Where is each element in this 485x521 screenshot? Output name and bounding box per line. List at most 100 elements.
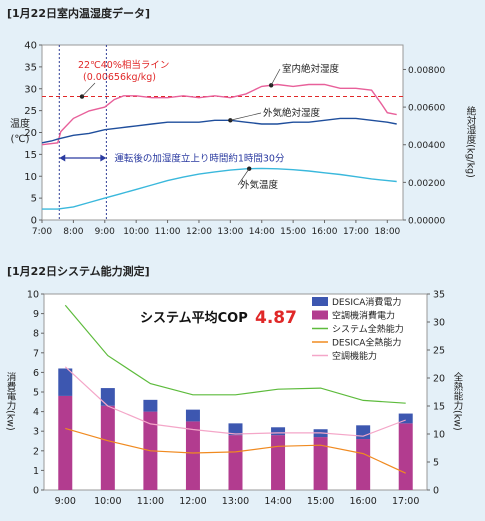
y-left-tick-label: 4: [33, 407, 39, 418]
y-left-tick-label: 25: [24, 106, 37, 117]
x-tick-label: 8:00: [63, 227, 83, 237]
x-tick-label: 18:00: [374, 227, 400, 237]
span-annotation-label: 運転後の加湿度立上り時間約1時間30分: [114, 153, 285, 165]
y-right-tick-label: 0.00200: [408, 179, 445, 189]
bar-desica-power: [398, 413, 413, 424]
bar-aircon-power: [313, 437, 328, 490]
series-line: [65, 427, 406, 474]
x-tick-label: 7:00: [32, 227, 52, 237]
y-left-tick-label: 1: [33, 466, 39, 477]
span-arrow-head-right: [100, 154, 107, 162]
series-line: [64, 304, 406, 404]
bottom-chart-title: [1月22日システム能力測定]: [7, 265, 150, 278]
y-left-tick-label: 5: [31, 194, 37, 205]
y-left-tick-label: 30: [24, 84, 37, 95]
bar-desica-power: [58, 368, 73, 396]
y-left-axis-unit: (℃): [10, 134, 29, 145]
reference-line-pointer: [81, 82, 96, 97]
x-tick-label: 13:00: [217, 227, 243, 237]
series-line: [41, 117, 397, 144]
y-right-tick-label: 0.00600: [408, 104, 445, 114]
legend-label: DESICA全熱能力: [332, 337, 401, 349]
y-right-tick-label: 0: [433, 486, 439, 497]
x-tick-label: 11:00: [155, 227, 181, 237]
bar-aircon-power: [228, 435, 243, 490]
x-tick-label: 10:00: [123, 227, 149, 237]
reference-line-label: 22℃40%相当ライン: [78, 59, 169, 71]
x-tick-label: 10:00: [94, 496, 121, 507]
y-left-axis-label: 温度: [10, 117, 30, 130]
y-left-tick-label: 2: [33, 446, 39, 457]
x-tick-label: 17:00: [392, 496, 419, 507]
series-label-pointer: [230, 112, 262, 121]
y-right-tick-label: 20: [433, 374, 445, 385]
x-tick-label: 14:00: [264, 496, 291, 507]
y-right-tick-label: 15: [433, 402, 445, 413]
x-tick-label: 15:00: [307, 496, 334, 507]
y-right-tick-label: 10: [433, 430, 445, 441]
y-left-tick-label: 10: [27, 290, 39, 301]
x-tick-label: 15:00: [280, 227, 306, 237]
series-label: 外気絶対湿度: [263, 107, 321, 119]
series-label: 外気温度: [240, 179, 279, 191]
legend-label: 空調機能力: [332, 350, 377, 362]
y-left-tick-label: 0: [33, 486, 39, 497]
y-right-tick-label: 0.00000: [408, 217, 445, 227]
y-left-tick-label: 10: [24, 172, 37, 183]
x-tick-label: 11:00: [137, 496, 164, 507]
span-arrow-head-left: [59, 154, 66, 162]
y-left-tick-label: 35: [24, 62, 37, 73]
y-right-tick-label: 35: [433, 290, 445, 301]
series-label-marker: [268, 83, 274, 88]
x-tick-label: 9:00: [95, 227, 115, 237]
x-tick-label: 16:00: [349, 496, 376, 507]
bar-desica-power: [185, 409, 200, 422]
bar-desica-power: [143, 399, 158, 412]
legend-label: DESICA消費電力: [332, 296, 401, 308]
legend-label: 空調機消費電力: [332, 310, 395, 322]
y-right-tick-label: 0.00800: [408, 66, 445, 76]
y-left-tick-label: 15: [24, 150, 37, 161]
bar-aircon-power: [185, 421, 200, 490]
series-line: [41, 83, 397, 146]
top-chart-title: [1月22日室内温湿度データ]: [7, 7, 151, 20]
x-tick-label: 13:00: [222, 496, 249, 507]
bar-desica-power: [271, 427, 286, 436]
temperature-humidity-chart: 0 5 10 15 20 25 30 35 40 0.00000 0.00200 0.00400 0.0…: [10, 41, 477, 238]
series-line: [42, 167, 397, 210]
x-tick-label: 12:00: [186, 227, 212, 237]
y-left-tick-label: 3: [33, 427, 39, 438]
x-tick-label: 14:00: [249, 227, 275, 237]
y-right-tick-label: 25: [433, 346, 445, 357]
cop-label: システム平均COP: [140, 310, 248, 326]
y-right-tick-label: 0.00400: [408, 141, 445, 151]
bar-aircon-power: [356, 439, 371, 490]
y-left-tick-label: 0: [31, 216, 37, 227]
x-tick-label: 17:00: [343, 227, 369, 237]
x-tick-label: 9:00: [55, 496, 76, 507]
y-right-axis-label: 全熱能力(kw): [452, 371, 464, 430]
y-right-tick-label: 30: [433, 318, 445, 329]
x-tick-label: 12:00: [179, 496, 206, 507]
x-tick-label: 16:00: [312, 227, 338, 237]
series-label-pointer: [270, 68, 281, 86]
y-left-tick-label: 6: [33, 368, 39, 379]
y-right-axis-label: 絶対湿度(kg/kg): [465, 106, 477, 178]
y-left-tick-label: 9: [33, 309, 39, 320]
plot-area: [41, 44, 404, 221]
bar-desica-power: [100, 388, 115, 406]
y-left-tick-label: 20: [24, 128, 37, 139]
series-label: 室内絶対湿度: [282, 63, 340, 75]
system-capacity-chart: 0 1 2 3 4 5 6 7 8 9 10 0 5 10 15 20 25 30 35 9:00 10:00 11:00…: [5, 290, 464, 508]
legend-swatch: [312, 297, 328, 306]
series-label-pointer: [237, 168, 250, 186]
series-line: [64, 366, 406, 437]
y-left-tick-label: 7: [33, 348, 39, 359]
cop-value: 4.87: [255, 308, 297, 328]
bar-aircon-power: [100, 405, 115, 490]
reference-line-value-label: (0.00656kg/kg): [83, 72, 156, 83]
bar-aircon-power: [58, 395, 73, 490]
y-left-tick-label: 8: [33, 329, 39, 340]
y-left-tick-label: 5: [33, 388, 39, 399]
y-left-tick-label: 40: [24, 41, 37, 52]
